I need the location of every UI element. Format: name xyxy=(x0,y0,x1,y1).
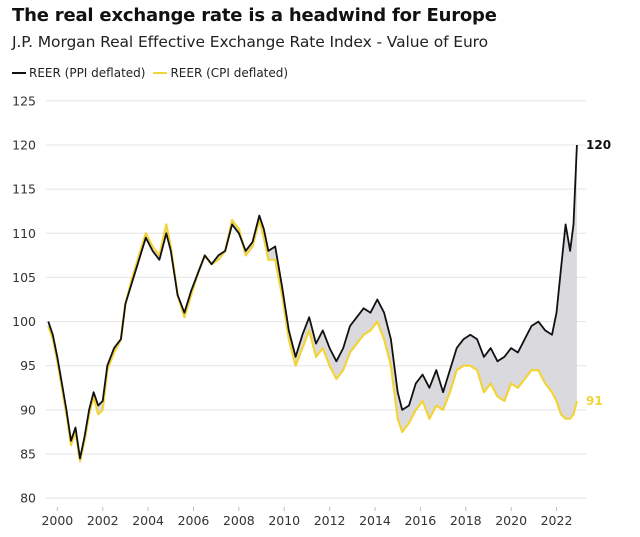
gap-fill-polygon xyxy=(48,145,577,462)
series-lines xyxy=(47,144,578,463)
chart-title: The real exchange rate is a headwind for… xyxy=(12,5,497,26)
x-tick-label: 2022 xyxy=(541,513,573,528)
x-tick-label: 2008 xyxy=(223,513,255,528)
x-tick-label: 2004 xyxy=(132,513,164,528)
legend-item-ppi: REER (PPI deflated) xyxy=(12,66,145,80)
x-tick-label: 2010 xyxy=(268,513,300,528)
end-label-cpi: 91 xyxy=(586,394,603,408)
series-line-cpi xyxy=(47,218,578,463)
x-tick-label: 2000 xyxy=(41,513,73,528)
y-tick-label: 115 xyxy=(12,182,36,197)
y-tick-label: 105 xyxy=(12,270,36,285)
legend-item-cpi: REER (CPI deflated) xyxy=(153,66,288,80)
end-labels: 120 91 xyxy=(586,138,611,408)
y-tick-label: 120 xyxy=(12,137,36,152)
legend-label-cpi: REER (CPI deflated) xyxy=(170,66,289,80)
legend-swatch-ppi xyxy=(12,72,26,74)
end-label-ppi: 120 xyxy=(586,138,611,152)
y-tick-label: 125 xyxy=(12,93,36,108)
grid-lines xyxy=(46,100,586,511)
y-tick-label: 95 xyxy=(20,358,36,373)
y-tick-label: 85 xyxy=(20,447,36,462)
chart-subtitle: J.P. Morgan Real Effective Exchange Rate… xyxy=(12,33,488,51)
x-tick-label: 2014 xyxy=(359,513,391,528)
x-tick-label: 2016 xyxy=(404,513,436,528)
legend-label-ppi: REER (PPI deflated) xyxy=(29,66,146,80)
x-tick-label: 2020 xyxy=(495,513,527,528)
axis-labels: 80 85 90 95 100 105 110 115 120 125 2000 2002 2004 20… xyxy=(12,93,572,528)
x-tick-label: 2018 xyxy=(450,513,482,528)
y-tick-label: 110 xyxy=(12,226,36,241)
x-tick-label: 2002 xyxy=(87,513,119,528)
legend-swatch-cpi xyxy=(153,72,168,74)
series-line-ppi xyxy=(47,144,578,460)
legend: REER (PPI deflated) REER (CPI deflated) xyxy=(12,66,296,80)
y-tick-label: 90 xyxy=(20,402,36,417)
x-tick-label: 2006 xyxy=(178,513,210,528)
y-tick-label: 100 xyxy=(12,314,36,329)
x-tick-label: 2012 xyxy=(314,513,346,528)
gap-fill-area xyxy=(48,145,577,462)
y-tick-label: 80 xyxy=(20,491,36,506)
